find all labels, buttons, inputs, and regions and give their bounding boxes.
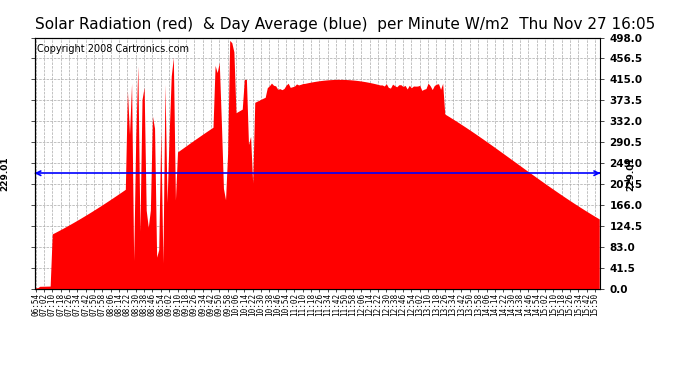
Text: 229.01: 229.01 xyxy=(0,156,9,190)
Text: 229.01: 229.01 xyxy=(626,156,635,190)
Text: Copyright 2008 Cartronics.com: Copyright 2008 Cartronics.com xyxy=(37,44,189,54)
Text: Solar Radiation (red)  & Day Average (blue)  per Minute W/m2  Thu Nov 27 16:05: Solar Radiation (red) & Day Average (blu… xyxy=(35,17,655,32)
